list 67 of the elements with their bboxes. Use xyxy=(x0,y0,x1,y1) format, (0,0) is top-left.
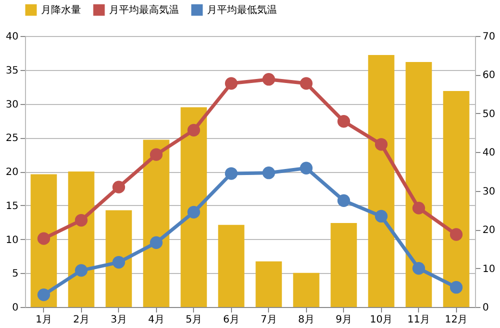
point xyxy=(37,232,50,245)
point xyxy=(412,202,426,214)
point xyxy=(74,264,88,277)
y2-tick-label: 30 xyxy=(482,186,496,198)
point xyxy=(374,138,388,151)
x-tick-label: 7月 xyxy=(260,314,277,326)
point xyxy=(187,206,200,218)
point xyxy=(337,194,350,207)
bar xyxy=(293,272,320,307)
y2-tick-label: 10 xyxy=(482,264,496,275)
x-tick-label: 1月 xyxy=(36,314,52,326)
bar xyxy=(106,210,132,307)
y2-tick-label: 20 xyxy=(482,225,496,236)
x-tick-label: 9月 xyxy=(336,314,352,326)
y-tick-label: 20 xyxy=(6,167,18,178)
bar xyxy=(143,140,170,307)
bar xyxy=(218,224,244,307)
y-tick-label: 5 xyxy=(12,268,18,280)
y-tick-label: 25 xyxy=(6,133,18,144)
bar xyxy=(406,62,432,307)
y2-tick-label: 50 xyxy=(482,108,496,120)
y-tick-label: 40 xyxy=(6,32,18,42)
x-tick-label: 12月 xyxy=(444,314,468,326)
y2-tick-label: 0 xyxy=(482,302,489,314)
point xyxy=(374,210,388,223)
point xyxy=(337,115,350,128)
x-tick-label: 4月 xyxy=(148,314,164,326)
y-tick-label: 0 xyxy=(12,302,18,314)
point xyxy=(224,77,238,90)
point xyxy=(150,148,163,161)
point xyxy=(450,228,463,241)
bar xyxy=(368,54,394,307)
point xyxy=(300,162,313,174)
bar xyxy=(443,90,470,307)
y-tick-label: 10 xyxy=(6,234,18,246)
y2-tick-label: 60 xyxy=(482,70,496,82)
point xyxy=(224,167,238,180)
y2-tick-label: 70 xyxy=(482,32,496,42)
y-tick-label: 30 xyxy=(6,99,18,110)
point xyxy=(112,256,126,269)
point xyxy=(262,73,276,86)
point xyxy=(450,281,463,294)
point xyxy=(300,77,313,90)
y2-tick-label: 40 xyxy=(482,148,496,159)
point xyxy=(187,124,200,136)
bar xyxy=(330,222,357,307)
x-tick-label: 2月 xyxy=(73,314,90,326)
point xyxy=(412,262,426,275)
x-tick-label: 6月 xyxy=(223,314,240,326)
bar xyxy=(256,261,282,307)
legend-label: 月平均最高気温 xyxy=(109,4,179,16)
point xyxy=(150,236,163,249)
point xyxy=(37,288,50,302)
x-tick-label: 10月 xyxy=(370,314,393,326)
x-tick-label: 11月 xyxy=(407,314,430,326)
legend-label: 月平均最低気温 xyxy=(207,4,277,16)
x-tick-label: 8月 xyxy=(298,314,314,326)
point xyxy=(112,180,126,194)
point xyxy=(262,166,276,180)
y-tick-label: 35 xyxy=(6,65,18,76)
bar xyxy=(180,107,207,307)
bar xyxy=(30,174,57,307)
x-tick-label: 3月 xyxy=(110,314,127,326)
legend-label: 月降水量 xyxy=(41,4,81,16)
y-tick-label: 15 xyxy=(6,200,18,212)
x-tick-label: 5月 xyxy=(186,314,202,326)
point xyxy=(74,214,88,227)
